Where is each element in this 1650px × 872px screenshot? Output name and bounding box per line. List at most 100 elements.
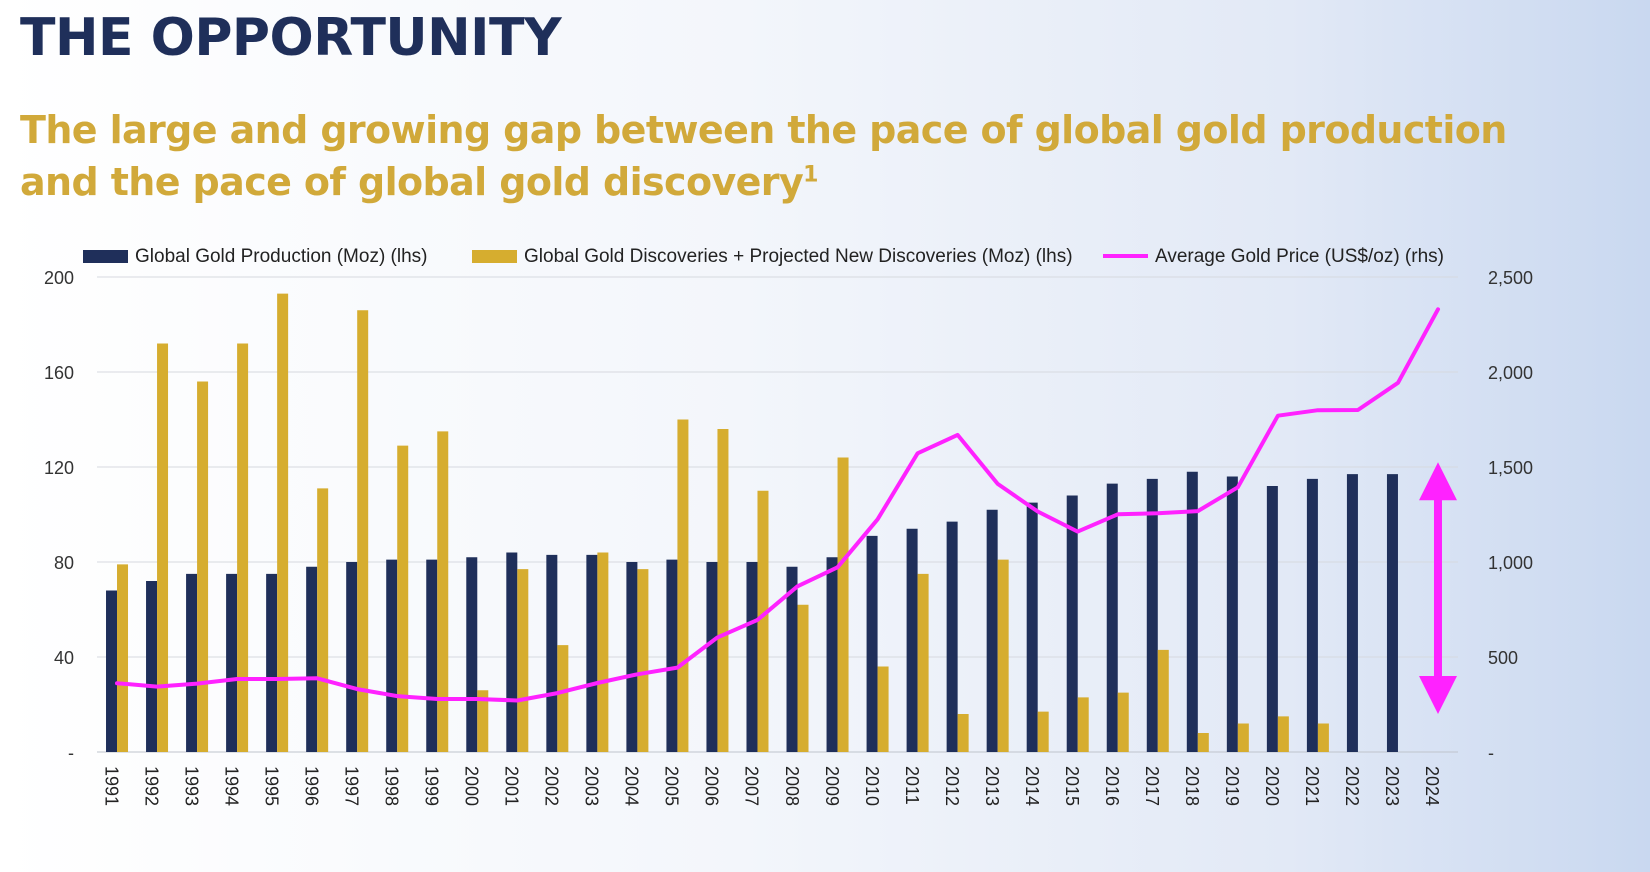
x-tick-label: 2024 bbox=[1422, 766, 1442, 806]
left-tick-label: 120 bbox=[44, 458, 74, 478]
left-axis: - 40 80 120 160 200 bbox=[44, 268, 74, 763]
gap-arrow-icon bbox=[1418, 462, 1457, 714]
discovery-bar bbox=[1277, 716, 1289, 752]
x-tick-label: 2011 bbox=[902, 766, 922, 805]
subtitle-line-2: and the pace of global gold discovery bbox=[20, 160, 804, 204]
left-tick-label: - bbox=[68, 743, 74, 763]
x-tick-label: 1998 bbox=[381, 766, 401, 806]
x-tick-label: 1993 bbox=[181, 766, 201, 806]
production-bar bbox=[866, 535, 878, 752]
x-tick-label: 2002 bbox=[542, 766, 562, 806]
discovery-bar bbox=[437, 431, 449, 752]
production-bar bbox=[1066, 495, 1078, 752]
production-bar bbox=[466, 557, 478, 752]
x-tick-label: 2019 bbox=[1222, 766, 1242, 806]
production-bar bbox=[426, 559, 438, 752]
x-tick-label: 2016 bbox=[1102, 766, 1122, 806]
right-tick-label: 2,500 bbox=[1488, 268, 1533, 288]
gap-arrow-head-up bbox=[1418, 462, 1457, 501]
x-tick-label: 2012 bbox=[942, 766, 962, 806]
discovery-bar bbox=[1237, 723, 1249, 752]
x-tick-label: 2022 bbox=[1342, 766, 1362, 806]
discovery-bar bbox=[277, 293, 289, 752]
x-tick-label: 1994 bbox=[221, 766, 241, 806]
x-tick-label: 2003 bbox=[582, 766, 602, 806]
price-line-layer bbox=[115, 307, 1440, 703]
right-tick-label: 2,000 bbox=[1488, 363, 1533, 383]
discovery-bar bbox=[1037, 711, 1049, 752]
production-bar bbox=[1186, 471, 1198, 752]
page-subtitle: The large and growing gap between the pa… bbox=[20, 104, 1520, 208]
production-bar bbox=[986, 509, 998, 752]
x-tick-label: 2021 bbox=[1302, 766, 1322, 806]
right-tick-label: 500 bbox=[1488, 648, 1518, 668]
legend-discoveries-swatch bbox=[472, 250, 517, 263]
x-tick-label: 1999 bbox=[422, 766, 442, 806]
discovery-bar bbox=[1197, 733, 1209, 752]
x-tick-label: 2020 bbox=[1262, 766, 1282, 806]
discovery-bar bbox=[957, 714, 969, 752]
left-tick-label: 80 bbox=[54, 553, 74, 573]
x-tick-label: 2013 bbox=[982, 766, 1002, 806]
production-bar bbox=[266, 573, 278, 752]
x-tick-label: 2023 bbox=[1382, 766, 1402, 806]
footnote-marker: 1 bbox=[803, 162, 818, 188]
production-bar bbox=[186, 573, 198, 752]
production-bar bbox=[626, 562, 638, 752]
production-bar bbox=[106, 590, 118, 752]
gap-arrow-head-down bbox=[1418, 676, 1457, 714]
production-bar bbox=[1106, 483, 1118, 752]
discovery-bar bbox=[557, 645, 569, 752]
production-bar bbox=[1266, 486, 1278, 752]
legend-price-label: Average Gold Price (US$/oz) (rhs) bbox=[1155, 246, 1444, 267]
x-tick-label: 2018 bbox=[1182, 766, 1202, 806]
x-axis: 1991 1992 1993 1994 1995 1996 1997 1998 1999 2000… bbox=[101, 766, 1442, 806]
discovery-bar bbox=[837, 457, 849, 752]
discovery-bar bbox=[917, 573, 929, 752]
legend-production-label: Global Gold Production (Moz) (lhs) bbox=[135, 246, 428, 267]
production-bar bbox=[706, 562, 718, 752]
discovery-bar bbox=[477, 690, 489, 752]
bars bbox=[106, 293, 1398, 752]
production-bar bbox=[946, 521, 958, 752]
right-axis: - 500 1,000 1,500 2,000 2,500 bbox=[1488, 268, 1533, 763]
discovery-bar bbox=[797, 604, 809, 752]
production-bar bbox=[666, 559, 678, 752]
discovery-bar bbox=[1077, 697, 1089, 752]
production-bar bbox=[546, 554, 558, 752]
right-tick-label: - bbox=[1488, 743, 1494, 763]
subtitle-line-1: The large and growing gap between the pa… bbox=[20, 108, 1507, 152]
production-bar bbox=[306, 566, 318, 752]
left-tick-label: 200 bbox=[44, 268, 74, 288]
production-bar bbox=[506, 552, 518, 752]
production-bar bbox=[346, 562, 358, 752]
x-tick-label: 1995 bbox=[261, 766, 281, 806]
production-bar bbox=[586, 554, 598, 752]
discovery-bar bbox=[877, 666, 889, 752]
production-bar bbox=[1146, 478, 1158, 752]
right-tick-label: 1,000 bbox=[1488, 553, 1533, 573]
price-line bbox=[115, 307, 1440, 703]
discovery-bar bbox=[757, 490, 769, 752]
x-tick-label: 1997 bbox=[341, 766, 361, 806]
x-tick-label: 2006 bbox=[702, 766, 722, 806]
x-tick-label: 1991 bbox=[101, 766, 121, 806]
discovery-bar bbox=[717, 429, 729, 752]
discovery-bar bbox=[157, 343, 169, 752]
x-tick-label: 2007 bbox=[742, 766, 762, 806]
discovery-bar bbox=[197, 381, 209, 752]
discovery-bar bbox=[237, 343, 249, 752]
production-bar bbox=[746, 562, 758, 752]
left-tick-label: 40 bbox=[54, 648, 74, 668]
production-bar bbox=[1026, 502, 1038, 752]
legend: Global Gold Production (Moz) (lhs) Global… bbox=[83, 246, 1444, 267]
production-bar bbox=[826, 557, 838, 752]
x-tick-label: 2000 bbox=[462, 766, 482, 806]
grid-lines bbox=[97, 276, 1458, 753]
x-tick-label: 2015 bbox=[1062, 766, 1082, 806]
x-tick-label: 2014 bbox=[1022, 766, 1042, 806]
production-bar bbox=[1386, 474, 1398, 752]
discovery-bar bbox=[517, 569, 529, 752]
x-tick-label: 2017 bbox=[1142, 766, 1162, 806]
